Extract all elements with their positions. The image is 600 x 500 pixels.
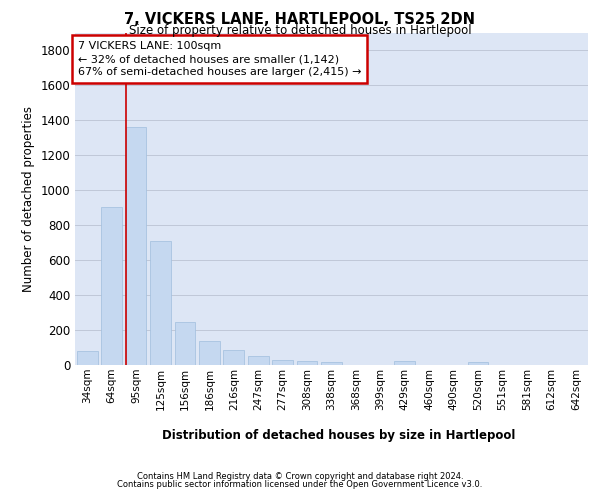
Text: Distribution of detached houses by size in Hartlepool: Distribution of detached houses by size … — [163, 430, 515, 442]
Bar — [223, 350, 244, 365]
Text: 7, VICKERS LANE, HARTLEPOOL, TS25 2DN: 7, VICKERS LANE, HARTLEPOOL, TS25 2DN — [125, 12, 476, 28]
Bar — [394, 360, 415, 365]
Bar — [272, 360, 293, 365]
Bar — [175, 322, 196, 365]
Text: Size of property relative to detached houses in Hartlepool: Size of property relative to detached ho… — [128, 24, 472, 37]
Bar — [296, 360, 317, 365]
Bar — [321, 362, 342, 365]
Bar — [248, 356, 269, 365]
Bar — [150, 241, 171, 365]
Y-axis label: Number of detached properties: Number of detached properties — [22, 106, 35, 292]
Bar — [125, 127, 146, 365]
Bar — [199, 340, 220, 365]
Text: Contains HM Land Registry data © Crown copyright and database right 2024.: Contains HM Land Registry data © Crown c… — [137, 472, 463, 481]
Text: Contains public sector information licensed under the Open Government Licence v3: Contains public sector information licen… — [118, 480, 482, 489]
Bar — [467, 362, 488, 365]
Bar — [77, 351, 98, 365]
Bar — [101, 206, 122, 365]
Text: 7 VICKERS LANE: 100sqm
← 32% of detached houses are smaller (1,142)
67% of semi-: 7 VICKERS LANE: 100sqm ← 32% of detached… — [77, 41, 361, 77]
